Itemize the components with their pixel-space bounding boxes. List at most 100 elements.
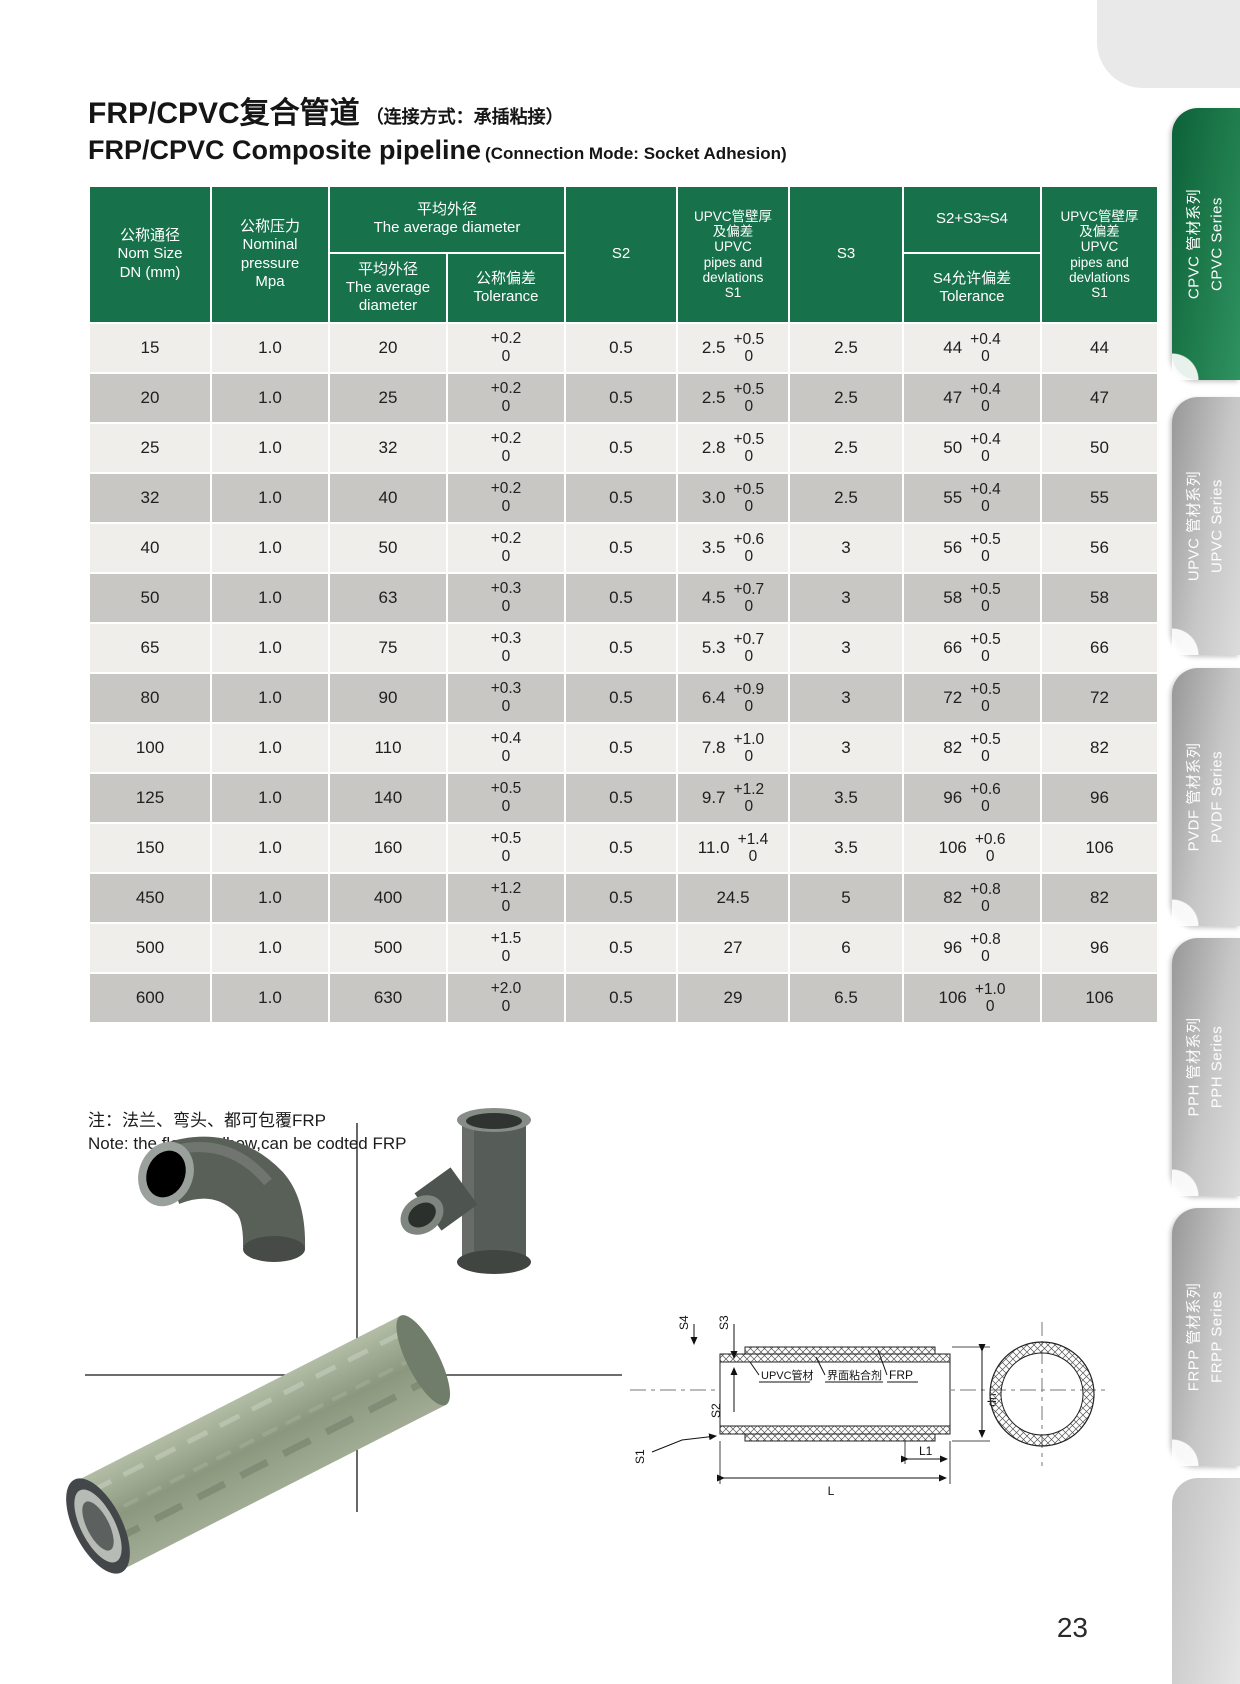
- cell-s4: 47 +0.4 0: [902, 372, 1042, 424]
- pipe-spec-table: 公称通径 Nom Size DN (mm) 公称压力 Nominal press…: [88, 185, 1159, 1024]
- sidebar-tab-pvdf[interactable]: PVDF 管材系列 PVDF Series: [1172, 668, 1240, 926]
- table-header: 公称通径 Nom Size DN (mm) 公称压力 Nominal press…: [88, 185, 1159, 325]
- sidebar-tab-frpp[interactable]: FRPP 管材系列 FRPP Series: [1172, 1208, 1240, 1466]
- cell-s2: 0.5: [564, 572, 678, 624]
- header-dn: 公称通径 Nom Size DN (mm): [88, 185, 212, 324]
- cell-avg-tolerance: +1.5 0: [446, 922, 566, 974]
- cell-dn: 100: [88, 722, 212, 774]
- cell-s4: 56 +0.5 0: [902, 522, 1042, 574]
- cell-avg-tolerance: +0.3 0: [446, 622, 566, 674]
- sidebar-tab-upvc[interactable]: UPVC 管材系列 UPVC Series: [1172, 397, 1240, 655]
- cell-pressure: 1.0: [210, 772, 330, 824]
- cell-pressure: 1.0: [210, 372, 330, 424]
- cell-s4: 44 +0.4 0: [902, 322, 1042, 374]
- cell-s1-right: 96: [1040, 772, 1159, 824]
- cell-s3: 2.5: [788, 322, 904, 374]
- pipe-cross-section: [989, 1322, 1095, 1466]
- page-title-zh: FRP/CPVC复合管道 （连接方式：承插粘接）: [88, 96, 988, 132]
- cell-avg-diameter: 160: [328, 822, 448, 874]
- cell-s4: 55 +0.4 0: [902, 472, 1042, 524]
- cell-dn: 40: [88, 522, 212, 574]
- table-row: 150 1.0 160 +0.5 0 0.5 11.0 +1.4 0 3.5 106 +0.6 0…: [88, 822, 1159, 874]
- tab-label-en: FRPP Series: [1208, 1291, 1225, 1383]
- header-avg-tolerance: 公称偏差 Tolerance: [446, 251, 566, 325]
- title-zh-subtitle: （连接方式：承插粘接）: [365, 107, 564, 127]
- cell-pressure: 1.0: [210, 622, 330, 674]
- cell-s1: 3.0 +0.5 0: [676, 472, 790, 524]
- cell-s3: 5: [788, 872, 904, 924]
- cell-s3: 3: [788, 572, 904, 624]
- cell-dn: 32: [88, 472, 212, 524]
- cell-dn: 80: [88, 672, 212, 724]
- cell-s2: 0.5: [564, 872, 678, 924]
- cell-s2: 0.5: [564, 422, 678, 474]
- cell-avg-tolerance: +0.2 0: [446, 322, 566, 374]
- cell-pressure: 1.0: [210, 872, 330, 924]
- tab-label-zh: CPVC 管材系列: [1185, 188, 1203, 300]
- layer-labels: UPVC管材 界面粘合剂 FRP: [749, 1349, 918, 1383]
- cell-s1-right: 56: [1040, 522, 1159, 574]
- cell-avg-diameter: 630: [328, 972, 448, 1024]
- cell-s1-right: 96: [1040, 922, 1159, 974]
- table-row: 600 1.0 630 +2.0 0 0.5 29 6.5 106 +1.0 0 106: [88, 972, 1159, 1024]
- cell-s4: 106 +1.0 0: [902, 972, 1042, 1024]
- cell-s1: 7.8 +1.0 0: [676, 722, 790, 774]
- cell-s4: 66 +0.5 0: [902, 622, 1042, 674]
- cell-avg-diameter: 110: [328, 722, 448, 774]
- cell-s3: 3: [788, 622, 904, 674]
- cell-s2: 0.5: [564, 722, 678, 774]
- cell-s2: 0.5: [564, 772, 678, 824]
- dim-s4-label: S4: [677, 1315, 691, 1330]
- cell-s4: 96 +0.8 0: [902, 922, 1042, 974]
- cell-s1-right: 106: [1040, 822, 1159, 874]
- cell-avg-tolerance: +2.0 0: [446, 972, 566, 1024]
- cell-s2: 0.5: [564, 972, 678, 1024]
- cell-s1: 2.5 +0.5 0: [676, 322, 790, 374]
- cell-s3: 6: [788, 922, 904, 974]
- corner-decoration: [1097, 0, 1240, 88]
- cell-dn: 50: [88, 572, 212, 624]
- cell-pressure: 1.0: [210, 322, 330, 374]
- header-s2: S2: [564, 185, 678, 324]
- cell-avg-tolerance: +1.2 0: [446, 872, 566, 924]
- tab-label-zh: PVDF 管材系列: [1185, 742, 1203, 852]
- table-row: 125 1.0 140 +0.5 0 0.5 9.7 +1.2 0 3.5 96 +0.6 0 96: [88, 772, 1159, 824]
- header-s1: UPVC管壁厚 及偏差 UPVC pipes and devlations S1: [676, 185, 790, 324]
- sidebar-tab-upvc-label: UPVC 管材系列 UPVC Series: [1184, 471, 1229, 581]
- tab-label-en: PVDF Series: [1208, 750, 1225, 844]
- cell-s2: 0.5: [564, 672, 678, 724]
- tab-label-zh: PPH 管材系列: [1185, 1017, 1203, 1117]
- sidebar-tab-frpp-label: FRPP 管材系列 FRPP Series: [1184, 1283, 1229, 1391]
- sidebar-tab-pvdf-label: PVDF 管材系列 PVDF Series: [1184, 743, 1229, 852]
- cell-s2: 0.5: [564, 622, 678, 674]
- tab-label-zh: UPVC 管材系列: [1185, 470, 1203, 582]
- sidebar-tab-cpvc[interactable]: CPVC 管材系列 CPVC Series: [1172, 108, 1240, 380]
- cell-avg-diameter: 32: [328, 422, 448, 474]
- cell-avg-diameter: 40: [328, 472, 448, 524]
- cell-dn: 500: [88, 922, 212, 974]
- title-en-text: FRP/CPVC Composite pipeline: [88, 135, 482, 165]
- cell-dn: 65: [88, 622, 212, 674]
- page-title-en: FRP/CPVC Composite pipeline (Connection M…: [88, 134, 988, 168]
- cell-avg-diameter: 500: [328, 922, 448, 974]
- cell-pressure: 1.0: [210, 672, 330, 724]
- sidebar-tab-pph[interactable]: PPH 管材系列 PPH Series: [1172, 938, 1240, 1196]
- pipe-photo: [66, 1315, 451, 1574]
- table-row: 20 1.0 25 +0.2 0 0.5 2.5 +0.5 0 2.5 47 +0.4 0 47: [88, 372, 1159, 424]
- header-s4-group: S2+S3≈S4: [902, 185, 1042, 254]
- cell-dn: 20: [88, 372, 212, 424]
- cell-s4: 106 +0.6 0: [902, 822, 1042, 874]
- cell-avg-tolerance: +0.2 0: [446, 422, 566, 474]
- cell-avg-diameter: 63: [328, 572, 448, 624]
- cell-s1: 11.0 +1.4 0: [676, 822, 790, 874]
- cell-avg-tolerance: +0.2 0: [446, 372, 566, 424]
- cell-dn: 150: [88, 822, 212, 874]
- cell-s2: 0.5: [564, 522, 678, 574]
- table-row: 100 1.0 110 +0.4 0 0.5 7.8 +1.0 0 3 82 +0.5 0 82: [88, 722, 1159, 774]
- cell-s1: 6.4 +0.9 0: [676, 672, 790, 724]
- cell-s1-right: 82: [1040, 722, 1159, 774]
- tab-label-zh: FRPP 管材系列: [1185, 1282, 1203, 1392]
- cell-avg-diameter: 25: [328, 372, 448, 424]
- cell-s1: 4.5 +0.7 0: [676, 572, 790, 624]
- cell-s1-right: 44: [1040, 322, 1159, 374]
